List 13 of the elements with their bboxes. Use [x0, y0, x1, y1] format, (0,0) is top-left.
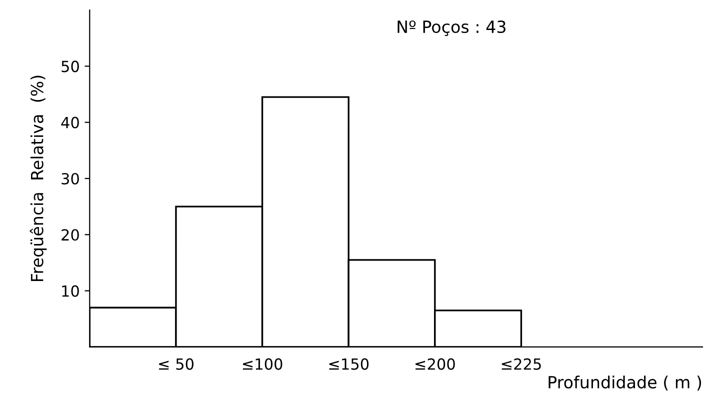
annotation: Nº Poços : 43 — [398, 20, 506, 36]
y-axis-title: Freqüência Relativa (%) — [30, 76, 47, 281]
x-tick-label: ≤225 — [502, 358, 541, 370]
y-tick-label: 10 — [62, 285, 79, 297]
y-tick-label: 20 — [62, 229, 79, 241]
x-tick-label: ≤ 50 — [159, 358, 194, 370]
x-tick-label: ≤200 — [416, 358, 455, 370]
y-tick-label: 50 — [62, 60, 79, 72]
x-axis-title: Profundidade ( m ) — [548, 376, 702, 390]
y-tick-label: 40 — [61, 116, 79, 128]
x-tick-label: ≤100 — [242, 358, 282, 370]
x-tick-label: ≤150 — [329, 358, 369, 370]
y-tick-label: 30 — [62, 172, 79, 185]
